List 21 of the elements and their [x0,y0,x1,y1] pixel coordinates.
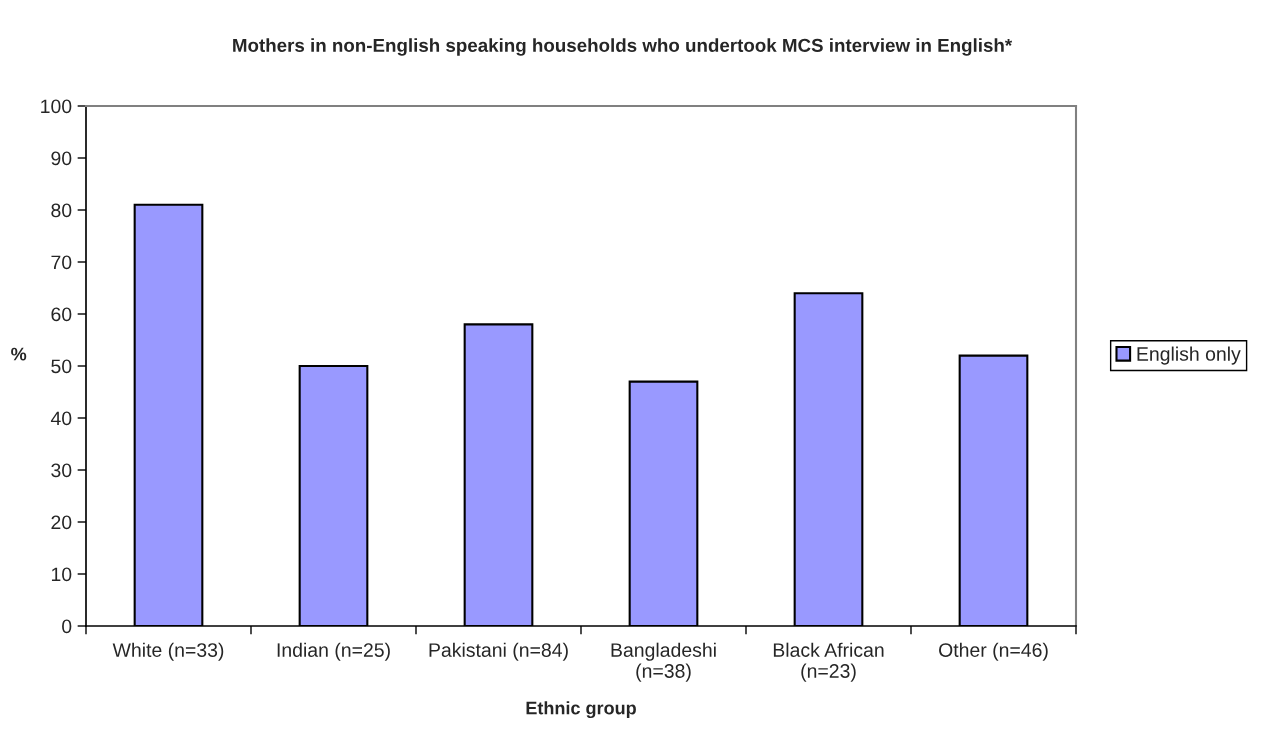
y-axis-title: % [11,347,27,361]
x-tick-label: Indian (n=25) [277,642,390,661]
legend-label: English only [1137,346,1241,365]
x-tick-label: White (n=33) [112,642,224,661]
chart-title: Mothers in non-English speaking households who undertook MCS interview in English* [233,38,1013,56]
y-tick-label: 10 [51,567,72,582]
x-tick-label: Bangladeshi (n=38) [611,642,716,682]
y-tick-label: 90 [51,151,72,166]
y-tick-label: 0 [62,619,72,634]
y-tick-label: 50 [51,359,72,374]
y-tick-label: 30 [51,463,72,478]
y-tick-label: 20 [51,515,72,530]
y-tick-label: 100 [41,99,72,114]
x-tick-label: Other (n=46) [939,642,1048,661]
y-tick-label: 80 [51,203,72,218]
y-tick-label: 70 [51,255,72,270]
y-tick-label: 40 [50,411,72,426]
x-tick-label: Pakistani (n=84) [429,642,568,661]
x-tick-label: Black African (n=23) [773,642,884,682]
y-tick-label: 60 [51,307,72,322]
x-axis-title: Ethnic group [526,701,636,719]
